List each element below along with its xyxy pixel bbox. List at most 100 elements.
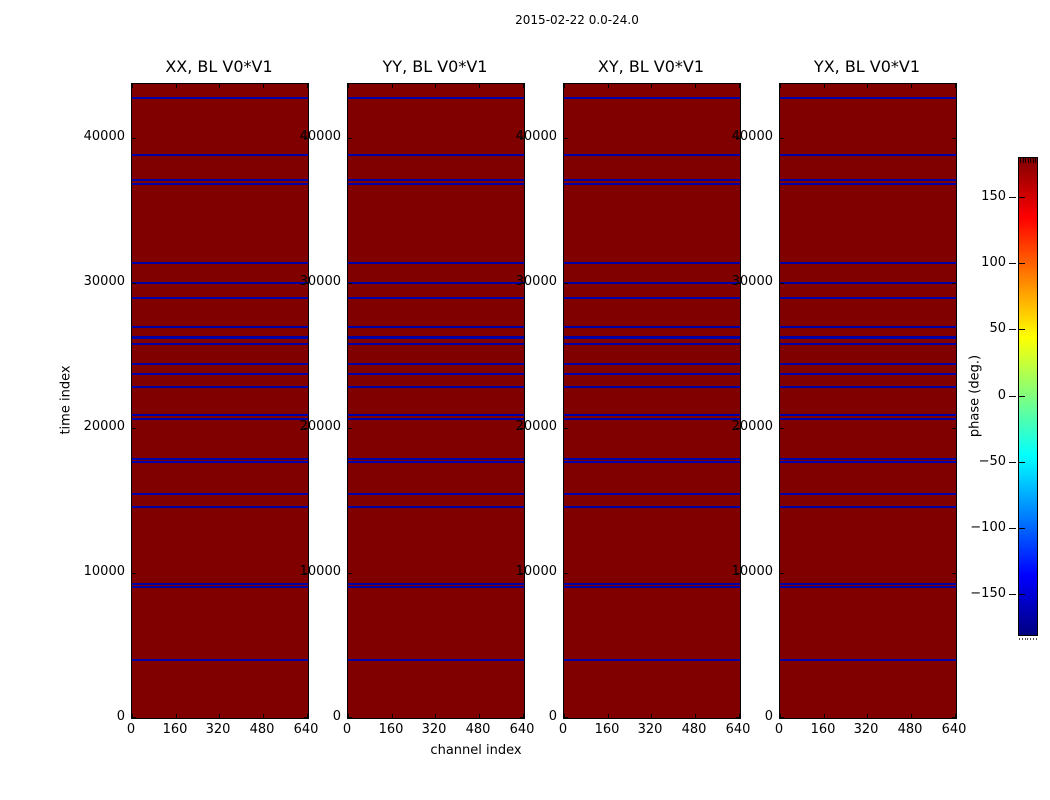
x-tick-mark <box>608 84 609 88</box>
x-tick-mark <box>176 714 177 718</box>
phase-stripe <box>348 336 524 339</box>
y-tick-mark <box>520 283 524 284</box>
x-tick-mark <box>479 84 480 88</box>
phase-stripe <box>780 326 956 328</box>
phase-stripe <box>132 336 308 339</box>
x-tick-mark <box>955 84 956 88</box>
x-axis-label: channel index <box>430 743 522 758</box>
y-tick-mark <box>520 717 524 718</box>
figure-title: 2015-02-22 0.0-24.0 <box>515 13 639 27</box>
x-tick-label: 480 <box>249 722 275 737</box>
phase-stripe <box>132 363 308 365</box>
phase-stripe <box>132 506 308 508</box>
phase-stripe <box>564 282 740 284</box>
phase-stripe <box>348 183 524 185</box>
y-tick-mark <box>736 428 740 429</box>
panel-title-xy: XY, BL V0*V1 <box>597 57 705 76</box>
y-tick-mark <box>952 573 956 574</box>
phase-stripe <box>348 583 524 585</box>
colorbar-tick-mark <box>1009 396 1016 397</box>
colorbar-minor-dot <box>1030 638 1032 640</box>
x-tick-mark <box>348 84 349 88</box>
phase-stripe <box>780 418 956 420</box>
phase-stripe <box>348 506 524 508</box>
panel-title-xx: XX, BL V0*V1 <box>165 57 273 76</box>
x-tick-mark <box>392 714 393 718</box>
colorbar-tick-label: −50 <box>978 454 1006 469</box>
x-tick-mark <box>263 714 264 718</box>
x-tick-label: 0 <box>126 722 136 737</box>
phase-stripe <box>348 386 524 388</box>
colorbar-tick-label: 100 <box>981 255 1006 270</box>
heatmap-panel-xx <box>131 83 309 719</box>
x-tick-mark <box>911 84 912 88</box>
heatmap-panel-yy <box>347 83 525 719</box>
x-tick-mark <box>780 84 781 88</box>
y-tick-mark <box>132 573 136 574</box>
x-tick-label: 640 <box>293 722 319 737</box>
phase-stripe <box>348 326 524 328</box>
colorbar-minor-tick <box>1027 158 1029 163</box>
x-tick-label: 0 <box>342 722 352 737</box>
phase-stripe <box>348 458 524 460</box>
phase-stripe <box>132 493 308 495</box>
y-tick-mark <box>952 283 956 284</box>
x-tick-label: 160 <box>594 722 620 737</box>
x-tick-mark <box>739 714 740 718</box>
y-tick-mark <box>132 428 136 429</box>
phase-stripe <box>564 336 740 339</box>
x-tick-mark <box>911 714 912 718</box>
phase-stripe <box>348 363 524 365</box>
colorbar-minor-tick <box>1035 158 1036 163</box>
phase-stripe <box>348 179 524 181</box>
phase-stripe <box>780 297 956 299</box>
panel-title-yy: YY, BL V0*V1 <box>382 57 488 76</box>
phase-stripe <box>564 326 740 328</box>
x-tick-mark <box>824 714 825 718</box>
phase-stripe <box>132 373 308 375</box>
x-tick-mark <box>263 84 264 88</box>
colorbar-minor-tick <box>1030 158 1031 163</box>
y-tick-mark <box>952 717 956 718</box>
phase-stripe <box>780 336 956 339</box>
y-tick-mark <box>348 138 352 139</box>
x-tick-mark <box>867 714 868 718</box>
y-tick-mark <box>780 283 784 284</box>
phase-stripe <box>132 183 308 185</box>
phase-stripe <box>348 418 524 420</box>
phase-stripe <box>780 659 956 661</box>
y-tick-mark <box>736 283 740 284</box>
x-tick-label: 160 <box>810 722 836 737</box>
phase-stripe <box>780 583 956 585</box>
phase-stripe <box>132 154 308 156</box>
x-tick-mark <box>867 84 868 88</box>
phase-stripe <box>132 97 308 99</box>
phase-stripe <box>780 458 956 460</box>
colorbar-tick-mark <box>1009 462 1016 463</box>
y-tick-mark <box>780 138 784 139</box>
x-tick-label: 480 <box>897 722 923 737</box>
y-tick-label: 0 <box>116 709 125 724</box>
y-tick-mark <box>736 573 740 574</box>
y-tick-mark <box>564 428 568 429</box>
phase-stripe <box>564 461 740 463</box>
phase-stripe <box>132 326 308 328</box>
colorbar-tick-mark <box>1009 197 1016 198</box>
y-tick-label: 30000 <box>731 274 773 289</box>
y-tick-mark <box>132 138 136 139</box>
colorbar-tick-mark <box>1018 197 1025 198</box>
x-tick-mark <box>132 714 133 718</box>
phase-stripe <box>780 343 956 345</box>
colorbar-minor-tick <box>1025 158 1026 163</box>
x-tick-label: 160 <box>162 722 188 737</box>
phase-stripe <box>132 461 308 463</box>
phase-stripe <box>348 262 524 264</box>
phase-stripe <box>564 179 740 181</box>
y-tick-label: 40000 <box>83 129 125 144</box>
phase-stripe <box>348 297 524 299</box>
y-tick-label: 20000 <box>83 419 125 434</box>
phase-stripe <box>564 363 740 365</box>
phase-stripe <box>780 262 956 264</box>
phase-stripe <box>564 659 740 661</box>
phase-stripe <box>132 458 308 460</box>
